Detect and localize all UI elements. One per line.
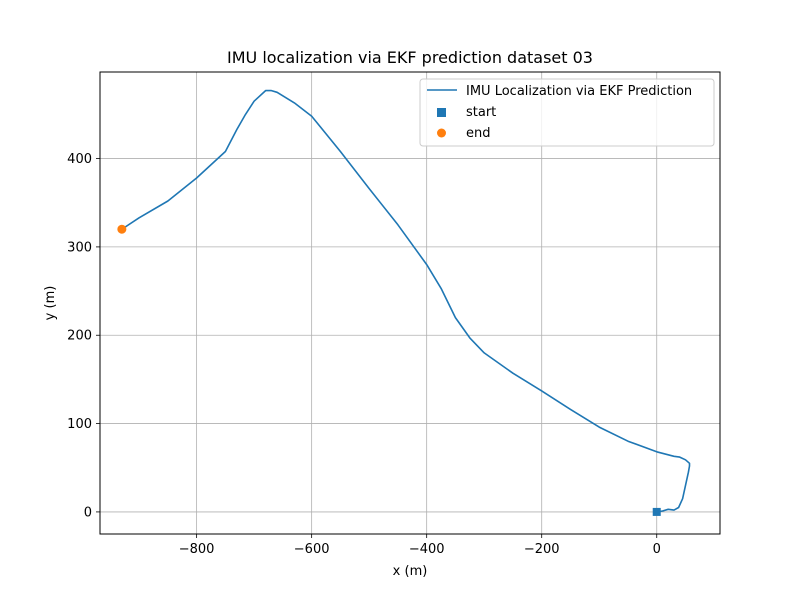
start-marker [652,507,661,516]
y-tick-label: 200 [67,329,92,344]
y-tick-label: 300 [67,240,92,255]
plot-series [117,89,691,516]
x-tick-label: −200 [524,542,560,557]
y-tick-label: 0 [84,505,92,520]
legend-label-end: end [466,126,491,141]
legend-box [419,78,715,147]
x-tick-label: 0 [653,542,661,557]
legend-swatch-end [437,128,446,138]
y-tick-label: 100 [67,417,92,432]
ticks: −800 −600 −400 −200 0 0 100 200 300 400 [67,152,661,557]
trajectory-line [121,89,691,513]
y-axis-label: y (m) [43,286,58,321]
y-tick-label: 400 [67,152,92,167]
legend: IMU Localization via EKF Prediction star… [419,78,715,147]
grid [100,72,720,534]
end-marker [117,224,127,234]
x-tick-label: −400 [409,542,445,557]
legend-swatch-start [437,108,446,117]
legend-label-trajectory: IMU Localization via EKF Prediction [466,84,692,99]
x-tick-label: −800 [179,542,215,557]
x-axis-label: x (m) [393,564,428,579]
legend-label-start: start [466,105,496,120]
chart-title: IMU localization via EKF prediction data… [227,48,593,67]
x-tick-label: −600 [294,542,330,557]
axes-frame [99,71,721,535]
